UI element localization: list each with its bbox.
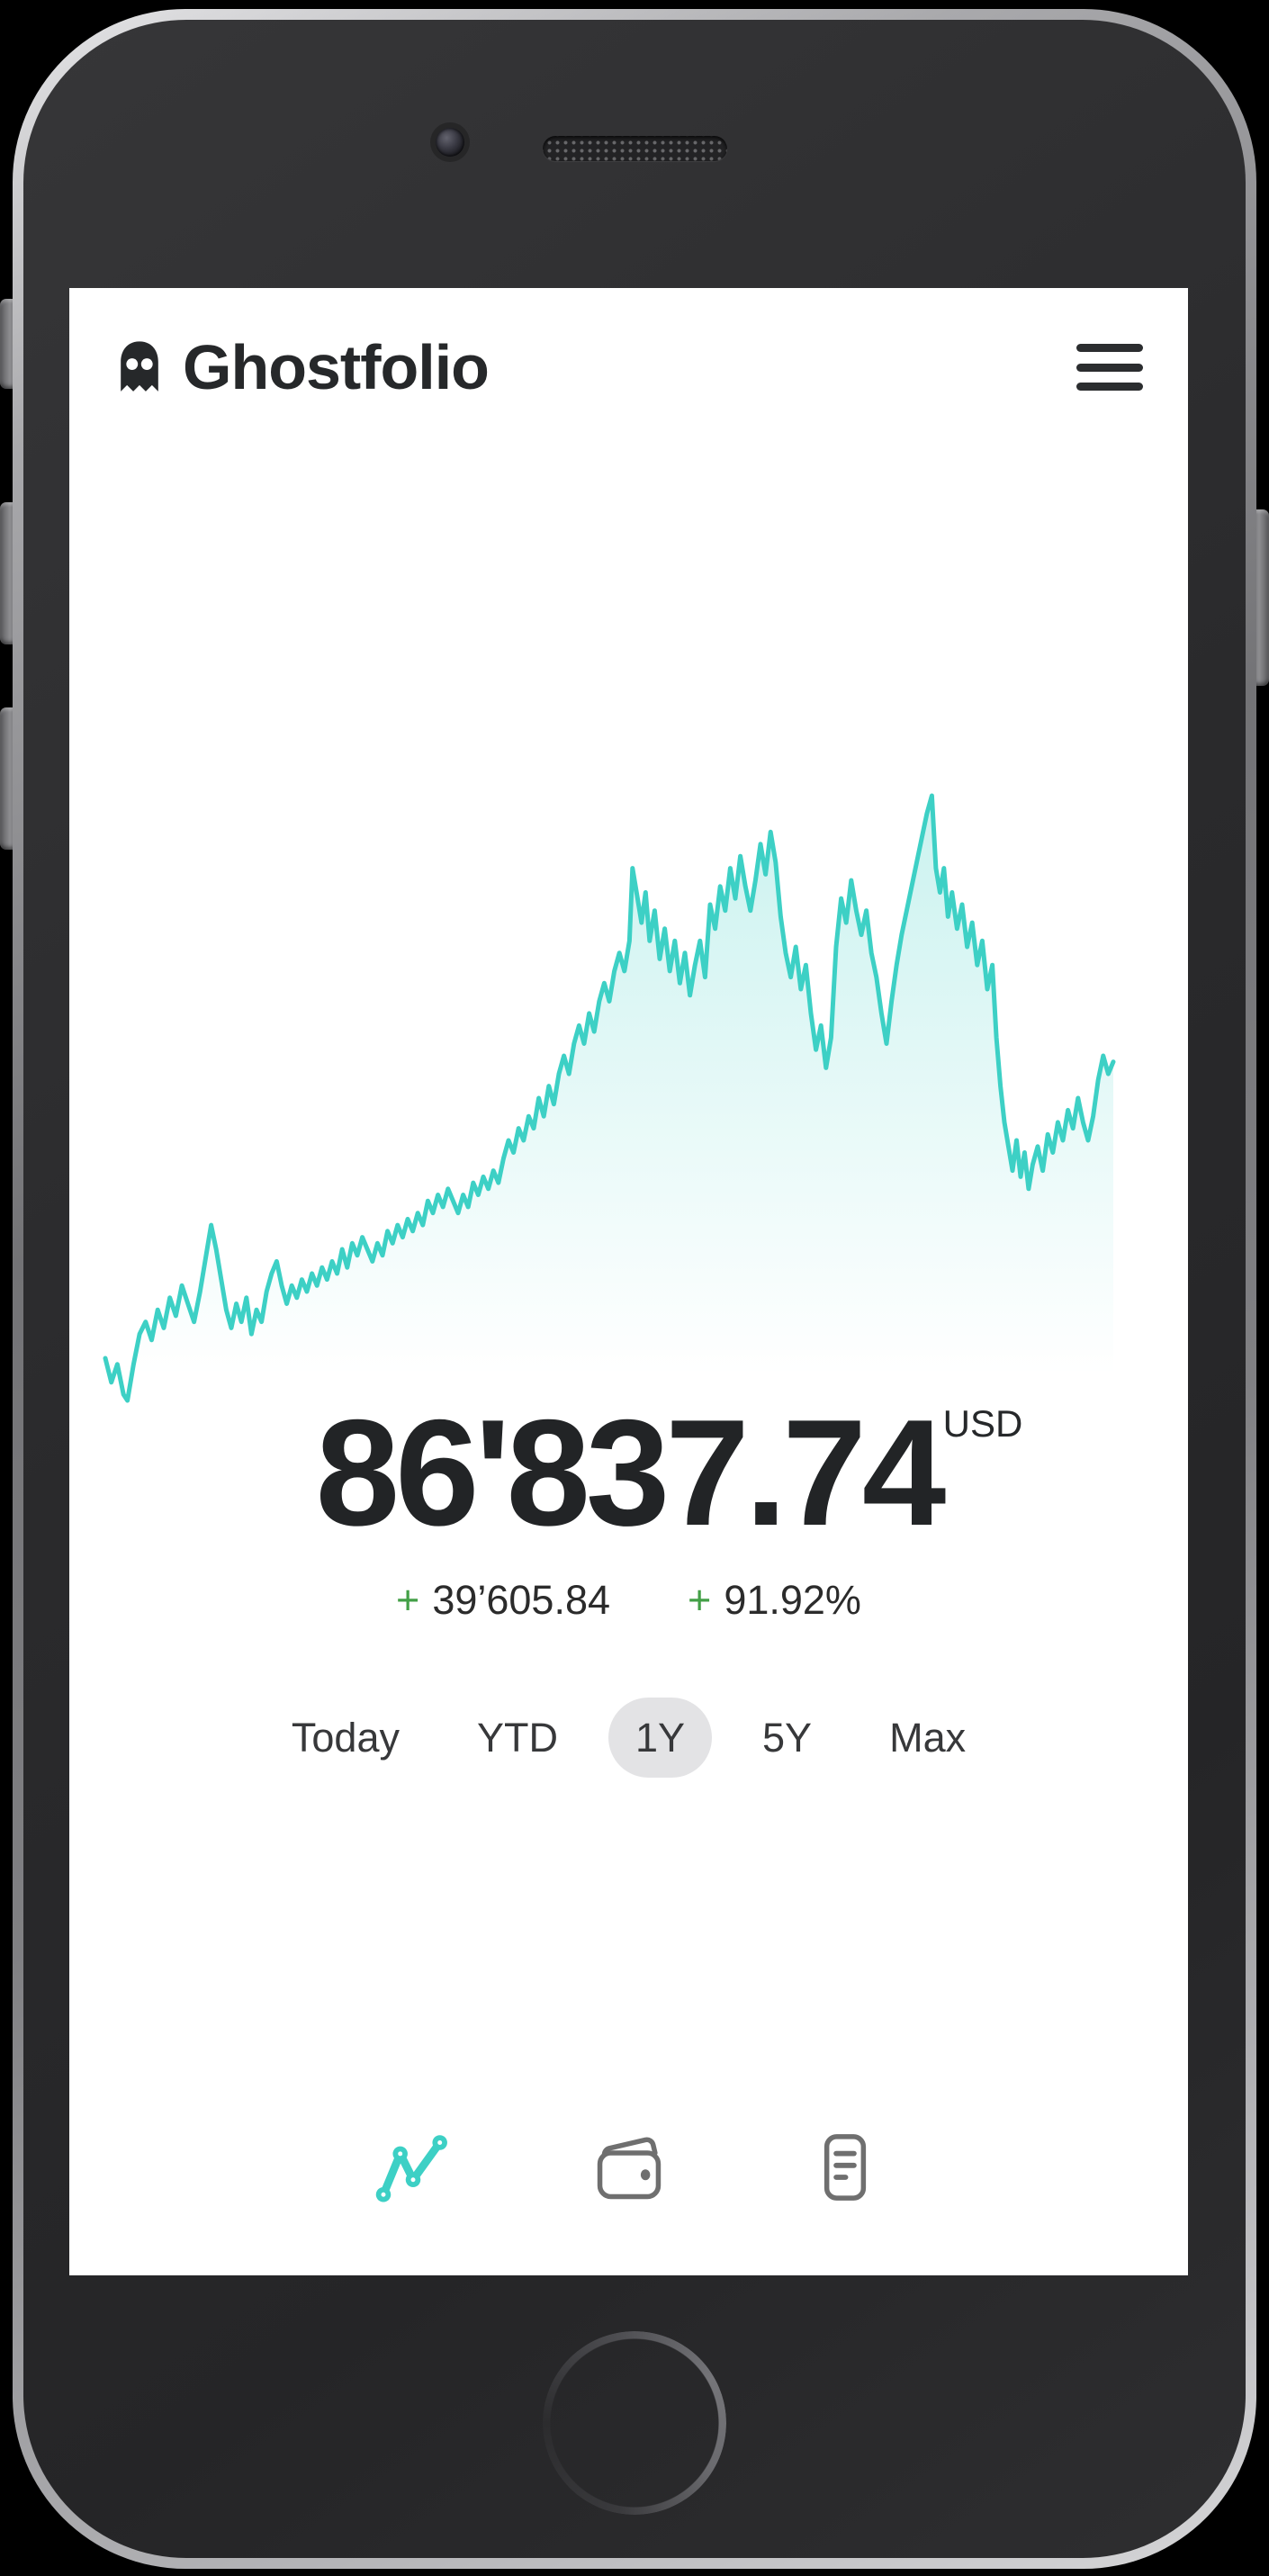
list-document-icon — [824, 2134, 866, 2201]
percent-change: + 91.92% — [688, 1577, 861, 1624]
tab-overview[interactable] — [374, 2124, 453, 2211]
range-1y-button[interactable]: 1Y — [608, 1698, 713, 1778]
performance-chart — [103, 790, 1116, 1406]
portfolio-value-block: 86'837.74 USD — [69, 1397, 1188, 1548]
app-title: Ghostfolio — [183, 332, 490, 402]
absolute-change: + 39’605.84 — [396, 1577, 610, 1624]
range-today-button[interactable]: Today — [291, 1715, 400, 1761]
date-range-selector: Today YTD 1Y 5Y Max — [69, 1698, 1188, 1778]
total-value: 86'837.74 — [315, 1388, 947, 1557]
percent-change-value: 91.92% — [724, 1577, 861, 1623]
app-header: Ghostfolio — [116, 331, 1145, 403]
wallet-icon — [597, 2137, 661, 2200]
bottom-tab-bar — [69, 2124, 1188, 2211]
app-logo: Ghostfolio — [116, 331, 490, 403]
hamburger-menu-icon[interactable] — [1076, 344, 1143, 391]
absolute-change-value: 39’605.84 — [432, 1577, 611, 1623]
change-stats-row: + 39’605.84 + 91.92% — [69, 1577, 1188, 1624]
home-button[interactable] — [543, 2331, 726, 2515]
ghost-logo-icon — [121, 341, 158, 392]
range-5y-button[interactable]: 5Y — [762, 1715, 813, 1761]
range-ytd-button[interactable]: YTD — [476, 1715, 558, 1761]
range-max-button[interactable]: Max — [889, 1715, 967, 1761]
plus-sign: + — [688, 1577, 712, 1623]
currency-label: USD — [942, 1402, 1023, 1445]
front-camera — [436, 128, 464, 157]
plus-sign: + — [396, 1577, 420, 1623]
line-chart-icon — [375, 2135, 447, 2202]
tab-wallet[interactable] — [590, 2124, 669, 2211]
app-screen: Ghostfolio 86'837.74 USD + 39’605.84 + 9… — [69, 288, 1188, 2275]
earpiece-speaker — [543, 136, 727, 161]
tab-transactions[interactable] — [806, 2124, 885, 2211]
